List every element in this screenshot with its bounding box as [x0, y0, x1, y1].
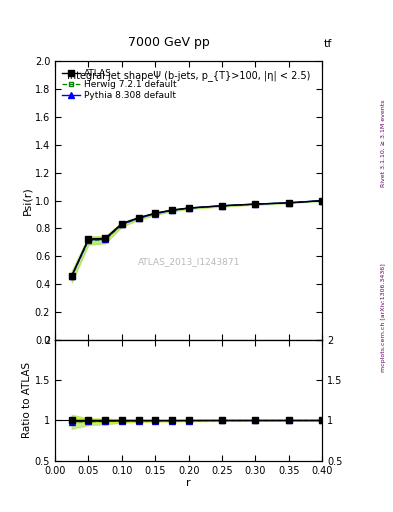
- X-axis label: r: r: [186, 478, 191, 488]
- Y-axis label: Psi(r): Psi(r): [22, 186, 32, 215]
- Y-axis label: Ratio to ATLAS: Ratio to ATLAS: [22, 362, 32, 438]
- Text: mcplots.cern.ch [arXiv:1306.3436]: mcplots.cern.ch [arXiv:1306.3436]: [381, 263, 386, 372]
- Text: ATLAS_2013_I1243871: ATLAS_2013_I1243871: [138, 258, 240, 266]
- Text: Rivet 3.1.10, ≥ 3.1M events: Rivet 3.1.10, ≥ 3.1M events: [381, 100, 386, 187]
- Text: 7000 GeV pp: 7000 GeV pp: [128, 36, 210, 49]
- Legend: ATLAS, Herwig 7.2.1 default, Pythia 8.308 default: ATLAS, Herwig 7.2.1 default, Pythia 8.30…: [59, 66, 179, 103]
- Text: tf: tf: [324, 38, 332, 49]
- Text: Integral jet shapeΨ (b-jets, p_{T}>100, |η| < 2.5): Integral jet shapeΨ (b-jets, p_{T}>100, …: [67, 70, 310, 81]
